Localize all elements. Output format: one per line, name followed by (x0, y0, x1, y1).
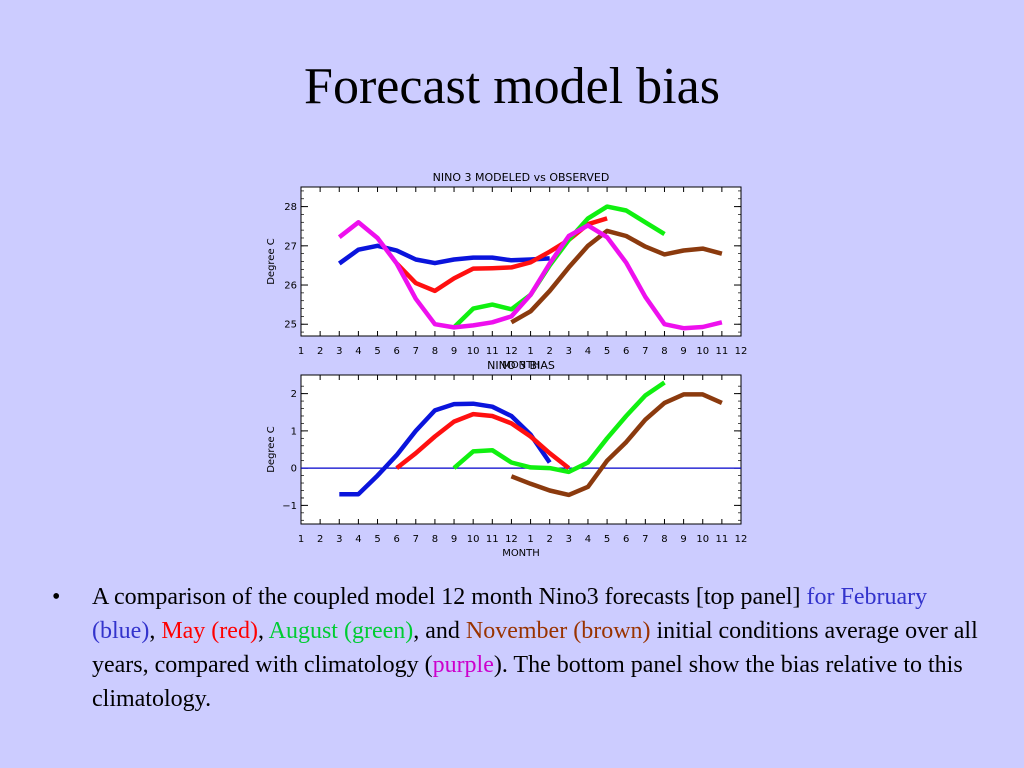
caption-aug: August (green) (268, 618, 414, 644)
slide-title: Forecast model bias (304, 58, 720, 115)
x-tick-label: 10 (467, 534, 480, 545)
y-tick-label: 0 (291, 464, 297, 475)
x-tick-label: 3 (566, 534, 572, 545)
x-tick-label: 9 (680, 346, 686, 357)
x-tick-label: 11 (716, 534, 729, 545)
y-axis-label: Degree C (266, 426, 277, 473)
series-line-nov (510, 228, 723, 325)
x-tick-label: 4 (585, 346, 591, 357)
x-tick-label: 4 (585, 534, 591, 545)
x-tick-label: 1 (298, 346, 304, 357)
caption-sep-1: , (149, 618, 162, 644)
x-tick-label: 5 (374, 346, 380, 357)
x-tick-label: 9 (680, 534, 686, 545)
caption-sep-3: , and (413, 618, 466, 644)
x-axis-label: MONTH (502, 360, 540, 371)
x-tick-label: 6 (393, 346, 399, 357)
x-tick-label: 2 (317, 534, 323, 545)
x-tick-label: 7 (413, 534, 419, 545)
x-tick-label: 12 (505, 346, 518, 357)
caption-nov: November (brown) (465, 618, 651, 644)
x-tick-label: 4 (355, 534, 361, 545)
chart-title: NINO 3 BIAS (487, 359, 555, 372)
series-line-aug (452, 380, 666, 475)
caption-purple: purple (432, 652, 494, 678)
x-tick-label: 11 (486, 534, 499, 545)
x-tick-label: 10 (696, 534, 709, 545)
x-tick-label: 4 (355, 346, 361, 357)
bullet-marker: • (52, 584, 61, 610)
y-tick-label: 26 (284, 281, 297, 292)
x-tick-label: 8 (432, 346, 438, 357)
series-line-feb (337, 243, 550, 266)
x-tick-label: 7 (642, 534, 648, 545)
caption-sep-2: , (257, 618, 269, 644)
x-tick-label: 6 (623, 534, 629, 545)
x-tick-label: 11 (716, 346, 729, 357)
x-tick-label: 3 (336, 346, 342, 357)
caption: • A comparison of the coupled model 12 m… (52, 580, 982, 716)
caption-may: May (red) (161, 618, 258, 644)
x-tick-label: 2 (317, 346, 323, 357)
caption-part-2: initial conditions average over all year… (92, 618, 978, 678)
x-tick-label: 9 (451, 346, 457, 357)
series-line-nov (510, 392, 723, 498)
x-tick-label: 2 (547, 346, 553, 357)
y-tick-label: 25 (284, 320, 297, 331)
y-tick-label: 2 (291, 389, 297, 400)
caption-part-3: ). The bottom panel show the bias relati… (92, 652, 963, 712)
series-line-feb (339, 401, 552, 497)
series-line-may (395, 411, 571, 470)
x-tick-label: 1 (527, 346, 533, 357)
x-tick-label: 2 (547, 534, 553, 545)
caption-part-1: A comparison of the coupled model 12 mon… (92, 584, 807, 610)
y-tick-label: 1 (291, 426, 297, 437)
x-tick-label: 9 (451, 534, 457, 545)
x-tick-label: 8 (432, 534, 438, 545)
x-tick-label: 6 (393, 534, 399, 545)
x-tick-label: 5 (604, 346, 610, 357)
x-tick-label: 12 (735, 346, 748, 357)
x-tick-label: 10 (467, 346, 480, 357)
caption-feb: for February (blue) (92, 584, 928, 644)
x-axis-label: MONTH (502, 548, 540, 559)
x-tick-label: 6 (623, 346, 629, 357)
x-tick-label: 7 (413, 346, 419, 357)
x-tick-label: 12 (505, 534, 518, 545)
x-tick-label: 10 (696, 346, 709, 357)
y-tick-label: 27 (284, 241, 297, 252)
x-tick-label: 5 (374, 534, 380, 545)
y-tick-label: 28 (284, 202, 297, 213)
x-tick-label: 7 (642, 346, 648, 357)
y-axis-label: Degree C (266, 238, 277, 285)
x-tick-label: 1 (298, 534, 304, 545)
chart-title: NINO 3 MODELED vs OBSERVED (433, 171, 610, 184)
x-tick-label: 8 (661, 534, 667, 545)
x-tick-label: 12 (735, 534, 748, 545)
x-tick-label: 11 (486, 346, 499, 357)
y-tick-label: −1 (282, 501, 297, 512)
x-tick-label: 3 (566, 346, 572, 357)
x-tick-label: 3 (336, 534, 342, 545)
x-tick-label: 8 (661, 346, 667, 357)
x-tick-label: 1 (527, 534, 533, 545)
caption-text: A comparison of the coupled model 12 mon… (92, 580, 982, 716)
x-tick-label: 5 (604, 534, 610, 545)
series-line-clim (337, 220, 723, 331)
